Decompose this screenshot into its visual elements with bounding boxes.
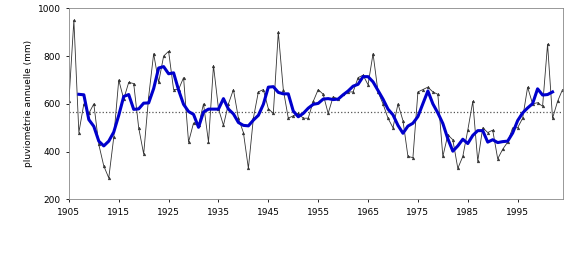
Y-axis label: pluviométrie annuelle (mm): pluviométrie annuelle (mm) bbox=[24, 40, 33, 167]
